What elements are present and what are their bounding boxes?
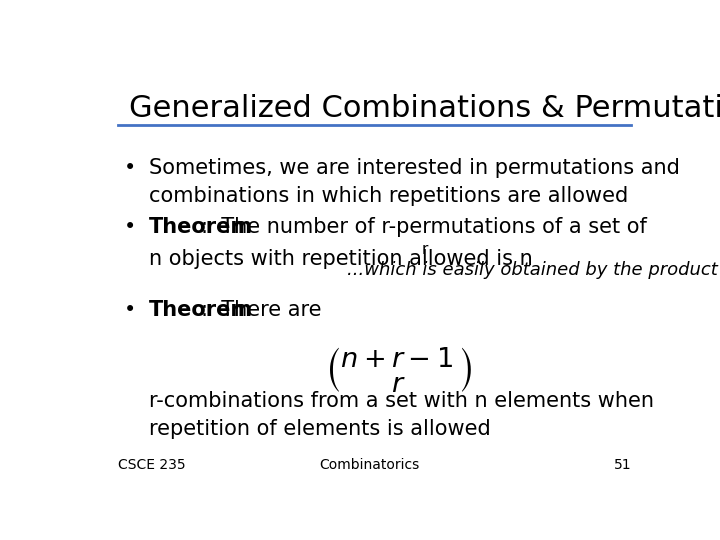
Text: :  There are: : There are xyxy=(201,300,322,320)
Text: Theorem: Theorem xyxy=(148,300,253,320)
Text: n objects with repetition allowed is n: n objects with repetition allowed is n xyxy=(148,248,532,268)
Text: Sometimes, we are interested in permutations and
combinations in which repetitio: Sometimes, we are interested in permutat… xyxy=(148,158,680,206)
Text: •: • xyxy=(124,158,136,178)
Text: •: • xyxy=(124,217,136,237)
Text: r-combinations from a set with n elements when
repetition of elements is allowed: r-combinations from a set with n element… xyxy=(148,391,654,439)
Text: CSCE 235: CSCE 235 xyxy=(118,458,186,472)
Text: ...which is easily obtained by the product rule: ...which is easily obtained by the produ… xyxy=(347,261,720,279)
Text: Generalized Combinations & Permutations (1): Generalized Combinations & Permutations … xyxy=(129,94,720,123)
Text: 51: 51 xyxy=(613,458,631,472)
Text: :  The number of r-permutations of a set of: : The number of r-permutations of a set … xyxy=(201,217,647,237)
Text: •: • xyxy=(124,300,136,320)
Text: Theorem: Theorem xyxy=(148,217,253,237)
Text: r: r xyxy=(422,242,428,258)
Text: Combinatorics: Combinatorics xyxy=(319,458,419,472)
Text: $\binom{n+r-1}{r}$: $\binom{n+r-1}{r}$ xyxy=(324,346,472,395)
